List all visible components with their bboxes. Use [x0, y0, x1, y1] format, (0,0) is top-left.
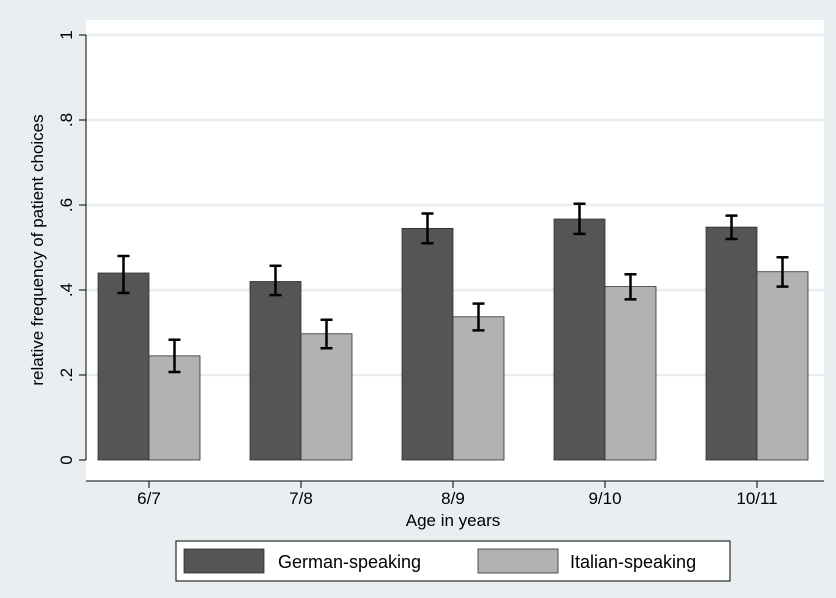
bar-german: [97, 272, 150, 461]
legend: German-speaking Italian-speaking: [175, 540, 731, 582]
x-tick-label: 6/7: [137, 489, 161, 508]
error-bar: [776, 256, 789, 288]
x-tick-label: 8/9: [441, 489, 465, 508]
y-tick-label: .8: [57, 113, 76, 127]
legend-swatch: [183, 548, 265, 574]
x-tick-label: 10/11: [736, 489, 777, 508]
bar-italian: [452, 316, 505, 461]
x-tick-label: 9/10: [588, 489, 621, 508]
y-axis: 0 .2 .4 .6 .8 1: [57, 30, 87, 465]
bar-german: [705, 226, 758, 461]
y-tick-label: 0: [57, 455, 76, 464]
error-bar: [472, 302, 485, 332]
error-bar: [573, 202, 586, 236]
y-tick-label: .2: [57, 368, 76, 382]
bar-italian: [300, 333, 353, 461]
x-axis-label: Age in years: [406, 511, 501, 530]
bar-german: [553, 218, 606, 461]
y-tick-label: .4: [57, 283, 76, 297]
y-tick-label: .6: [57, 198, 76, 212]
bar-italian: [604, 286, 657, 461]
bar-german: [401, 227, 454, 461]
legend-label: Italian-speaking: [570, 552, 696, 572]
bars: [97, 218, 809, 461]
y-axis-label: relative frequency of patient choices: [28, 114, 47, 385]
legend-swatch: [477, 548, 559, 574]
error-bar: [168, 338, 181, 374]
y-tick-label: 1: [57, 30, 76, 39]
error-bar: [117, 254, 130, 295]
legend-label: German-speaking: [278, 552, 421, 572]
error-bar: [624, 273, 637, 301]
bar-italian: [756, 271, 809, 461]
error-bar: [421, 212, 434, 245]
error-bar: [269, 264, 282, 297]
error-bars: [117, 202, 789, 374]
legend-box: [175, 540, 731, 582]
x-tick-label: 7/8: [289, 489, 313, 508]
x-axis: 6/7 7/8 8/9 9/10 10/11: [86, 480, 824, 508]
bar-german: [249, 281, 302, 461]
error-bar: [320, 318, 333, 350]
error-bar: [725, 214, 738, 241]
